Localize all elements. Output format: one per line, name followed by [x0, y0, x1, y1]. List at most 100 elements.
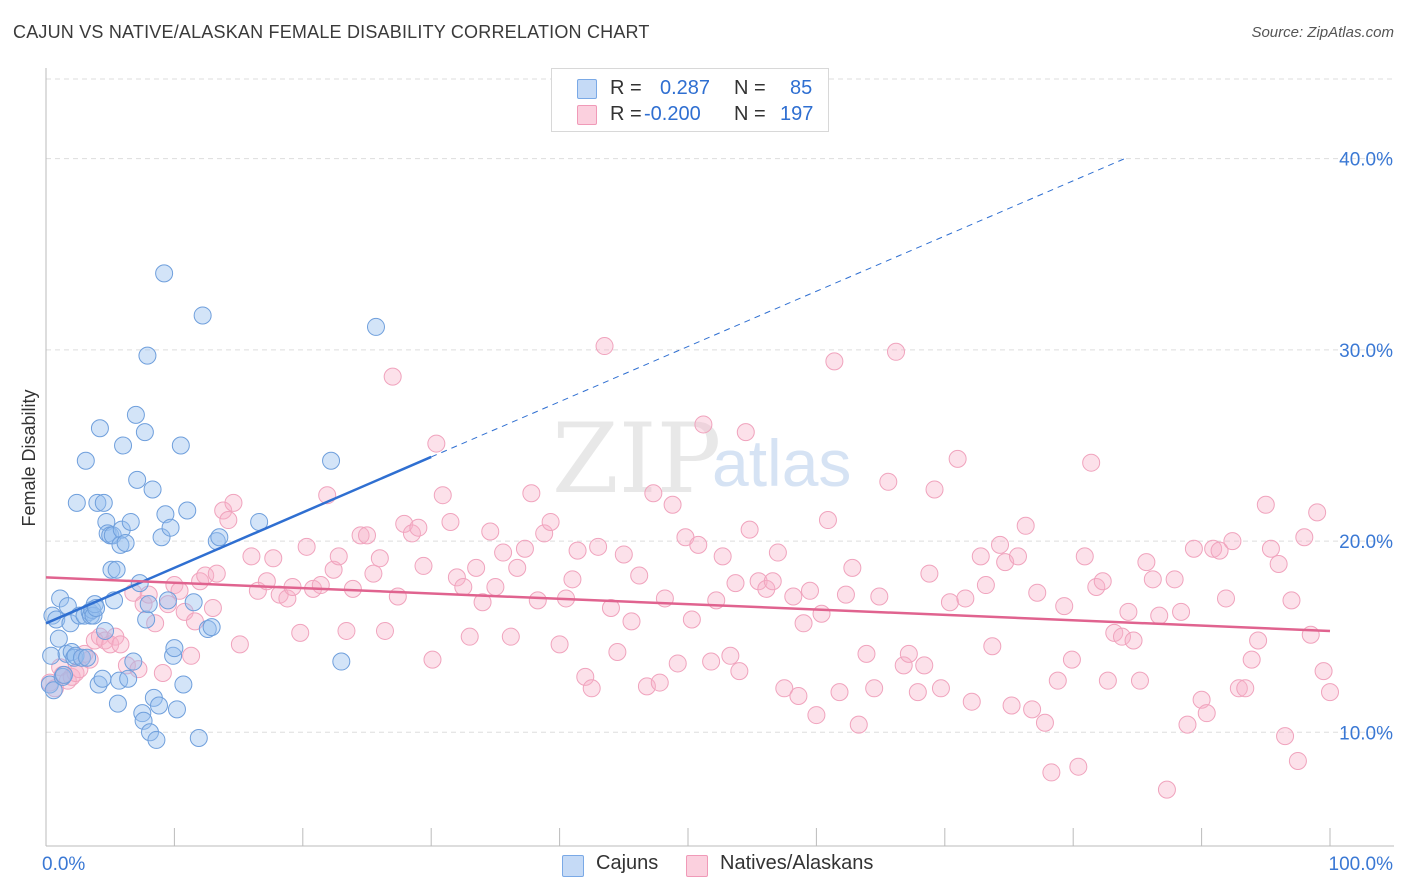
natives-point	[1016, 516, 1035, 535]
natives-point	[501, 627, 520, 646]
natives-point	[427, 434, 446, 453]
natives-point	[568, 541, 587, 560]
natives-point	[191, 572, 210, 591]
natives-point	[291, 623, 310, 642]
cajuns-point	[54, 665, 73, 684]
natives-point	[1242, 650, 1261, 669]
cajuns-point	[152, 528, 171, 547]
natives-point	[1295, 528, 1314, 547]
natives-point	[1023, 700, 1042, 719]
natives-point	[550, 635, 569, 654]
natives-trend-line	[45, 576, 1331, 633]
natives-point	[375, 621, 394, 640]
natives-point	[576, 667, 595, 686]
natives-point	[736, 423, 755, 442]
natives-point	[971, 547, 990, 566]
natives-point	[1269, 555, 1288, 574]
natives-point	[1042, 763, 1061, 782]
cajuns-points	[40, 264, 385, 749]
legend-n-label: N =	[734, 103, 766, 125]
legend-n-value: 85	[790, 77, 813, 99]
natives-point	[1210, 541, 1229, 560]
legend-row-cajuns: R = 0.287 N = 85	[552, 75, 828, 101]
natives-point	[812, 604, 831, 623]
natives-point	[825, 352, 844, 371]
natives-point	[1276, 727, 1295, 746]
cajuns-point	[78, 648, 97, 667]
cajuns-point	[202, 618, 221, 637]
natives-point	[740, 520, 759, 539]
natives-point	[1229, 679, 1248, 698]
cajuns-point	[178, 501, 197, 520]
natives-point	[1178, 715, 1197, 734]
natives-point	[454, 577, 473, 596]
natives-point	[165, 576, 184, 595]
natives-point	[395, 514, 414, 533]
natives-point	[522, 484, 541, 503]
cajuns-point	[158, 591, 177, 610]
natives-point	[224, 493, 243, 512]
natives-point	[702, 652, 721, 671]
natives-point	[364, 564, 383, 583]
natives-point	[784, 587, 803, 606]
cajuns-point	[133, 704, 152, 723]
cajuns-point	[124, 652, 143, 671]
cajuns-point	[193, 306, 212, 325]
cajuns-point	[332, 652, 351, 671]
cajuns-point	[88, 493, 107, 512]
natives-point	[899, 644, 918, 663]
natives-point	[915, 656, 934, 675]
natives-point	[535, 524, 554, 543]
natives-label: Natives/Alaskans	[720, 852, 874, 874]
natives-point	[887, 342, 906, 361]
cajuns-point	[134, 711, 153, 730]
natives-point	[721, 646, 740, 665]
cajuns-point	[116, 533, 135, 552]
natives-point	[203, 599, 222, 617]
natives-point	[726, 574, 745, 593]
natives-point	[409, 518, 428, 537]
natives-point	[931, 679, 950, 698]
natives-point	[694, 415, 713, 434]
natives-point	[473, 593, 492, 612]
legend-row-natives: R = -0.200 N = 197	[552, 101, 828, 127]
cajuns-point	[66, 646, 85, 665]
natives-point	[311, 576, 330, 595]
natives-point	[775, 679, 794, 698]
natives-point	[1282, 591, 1301, 610]
cajuns-point	[126, 405, 145, 424]
cajuns-swatch	[562, 855, 584, 877]
natives-point	[1062, 650, 1081, 669]
cajuns-swatch	[577, 79, 597, 99]
natives-point	[894, 656, 913, 675]
natives-point	[242, 547, 261, 566]
cajuns-point	[143, 480, 162, 499]
cajuns-point	[138, 346, 157, 365]
cajuns-point	[174, 675, 193, 694]
natives-point	[1172, 602, 1191, 621]
natives-point	[1143, 570, 1162, 589]
natives-point	[1184, 539, 1203, 558]
natives-point	[358, 526, 376, 545]
natives-point	[983, 637, 1002, 656]
natives-point	[668, 654, 687, 673]
natives-point	[663, 495, 682, 514]
natives-point	[467, 558, 486, 577]
natives-point	[682, 610, 701, 629]
natives-point	[158, 595, 177, 614]
natives-points	[40, 337, 1339, 799]
cajuns-point	[147, 730, 166, 749]
cajuns-point	[141, 723, 160, 742]
natives-point	[1308, 503, 1327, 522]
natives-point	[1119, 602, 1138, 621]
natives-point	[1124, 631, 1143, 650]
natives-swatch	[686, 855, 708, 877]
natives-point	[1093, 572, 1112, 591]
natives-point	[153, 664, 172, 683]
natives-point	[879, 472, 898, 491]
natives-point	[818, 511, 837, 530]
natives-point	[1055, 597, 1074, 616]
natives-point	[689, 535, 708, 554]
